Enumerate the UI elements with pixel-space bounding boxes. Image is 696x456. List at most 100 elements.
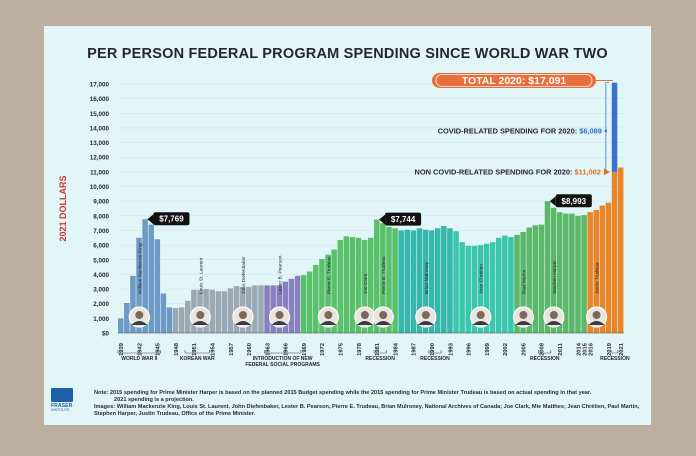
x-tick-label: 2021 (619, 342, 625, 356)
bar-1961 (252, 285, 258, 333)
leader-name: Stephen Harper (552, 260, 558, 294)
bar-1956 (221, 291, 228, 333)
bar-1954 (209, 289, 215, 333)
bar-2020-covid (611, 82, 618, 172)
era-bracket (373, 350, 387, 354)
bar-2005 (520, 231, 526, 333)
leader-portrait-face (275, 311, 284, 319)
bar-2001 (495, 237, 502, 333)
bar-2017 (593, 209, 600, 333)
bar-1979 (361, 239, 368, 333)
era-bracket (538, 350, 552, 354)
x-tick-label: 2008 (540, 342, 546, 356)
x-tick-label: 1969 (302, 342, 308, 356)
x-tick-label: 1966 (284, 342, 290, 356)
x-tick-label: 1963 (265, 342, 271, 356)
bar-2012 (563, 213, 569, 333)
bar-1966 (282, 281, 289, 333)
y-tick-label: 15,000 (90, 111, 110, 118)
bar-2002 (502, 235, 508, 333)
y-tick-label: 14,000 (90, 125, 110, 132)
x-tick-label: 1972 (320, 343, 326, 356)
leader-name: Louis St. Laurent (198, 257, 204, 294)
y-tick-label: 1,000 (93, 316, 109, 323)
leader-portrait-suit (515, 321, 532, 325)
x-tick-label: 2011 (558, 342, 564, 355)
era-bracket (117, 350, 161, 354)
y-tick-label: 13,000 (90, 140, 110, 147)
bar-1967 (288, 278, 295, 333)
leader-portrait-suit (588, 321, 605, 325)
bar-1998 (477, 245, 484, 333)
chart-title: PER PERSON FEDERAL PROGRAM SPENDING SINC… (87, 46, 608, 62)
x-tick-label: 2014 (576, 342, 582, 356)
era-label: RECESSION (365, 356, 395, 362)
peak-callout-label: $7,744 (391, 215, 416, 224)
bar-1994 (453, 231, 459, 333)
bar-1989 (422, 229, 429, 333)
bar-2003 (508, 237, 514, 333)
spending-chart: 2021 DOLLARS $0 1,000 2,000 3,000 4,000 5,000 6… (58, 73, 630, 368)
total-2020-label: TOTAL 2020: $17,091 (462, 75, 567, 87)
footnote-images: Images: William Mackenzie King, Louis St… (94, 404, 640, 417)
covid-arrow (603, 128, 607, 133)
leader-portrait-face (135, 311, 144, 319)
x-tick-label: 1960 (247, 343, 253, 356)
bar-2008 (538, 224, 545, 333)
leader-portrait-suit (271, 321, 288, 325)
leader-name: Joe Clark (363, 273, 369, 294)
bar-1939 (118, 318, 124, 333)
bar-1963 (264, 285, 270, 333)
leader-portrait-suit (234, 321, 251, 325)
total-2020-badge-inner (435, 74, 593, 87)
bar-2018 (599, 205, 606, 333)
x-tick-label: 1939 (119, 342, 125, 356)
x-tick-label: 2005 (521, 342, 527, 356)
bar-1992 (441, 226, 447, 333)
covid-2020-annotation: COVID-RELATED SPENDING FOR 2020: $6,089 (438, 126, 602, 135)
bar-1948 (172, 308, 179, 333)
leader-portrait-suit (545, 321, 562, 325)
peak-callout-pointer (147, 214, 154, 225)
bar-2015 (581, 215, 587, 333)
bar-1983 (386, 226, 392, 333)
leader-portrait-suit (192, 321, 209, 325)
noncovid-2020-annotation: NON COVID-RELATED SPENDING FOR 2020: $11… (415, 167, 601, 176)
y-tick-label: 6,000 (93, 243, 109, 250)
bar-1990 (428, 230, 435, 333)
era-label: RECESSION (600, 356, 630, 362)
bar-1980 (367, 237, 374, 333)
bar-1973 (325, 254, 331, 333)
footnote-note: Note: 2015 spending for Prime Minister H… (94, 390, 592, 396)
y-tick-label: 7,000 (93, 228, 109, 235)
bar-1941 (130, 275, 136, 333)
bar-1978 (355, 237, 362, 333)
bar-2000 (489, 242, 496, 333)
leader-name: John Diefenbaker (241, 256, 247, 294)
bar-1972 (319, 259, 325, 333)
bar-1944 (148, 224, 154, 333)
y-tick-label: 11,000 (90, 169, 109, 176)
x-tick-label: 1996 (467, 342, 473, 356)
noncovid-arrow (603, 168, 610, 176)
bar-2013 (569, 213, 575, 333)
peak-callout-box (153, 212, 190, 226)
leader-portrait-face (549, 311, 558, 319)
leader-name: William Mackenzie King (137, 243, 143, 294)
bar-2004 (514, 234, 520, 333)
bar-2010 (550, 207, 557, 333)
x-tick-label: 1957 (229, 343, 235, 356)
x-tick-label: 1948 (174, 342, 180, 356)
leader-portrait-suit (417, 321, 434, 325)
leader-portrait-suit (356, 321, 373, 325)
bar-1970 (306, 271, 313, 333)
leader-portrait-suit (320, 321, 337, 325)
bar-1986 (404, 229, 411, 333)
era-label: WORLD WAR II (121, 356, 158, 362)
leader-portrait-face (324, 311, 333, 319)
leader-portrait-face (421, 311, 430, 319)
x-tick-label: 1954 (210, 342, 216, 356)
bar-1991 (435, 228, 441, 333)
bar-2006 (526, 227, 532, 333)
bar-1968 (294, 275, 301, 333)
